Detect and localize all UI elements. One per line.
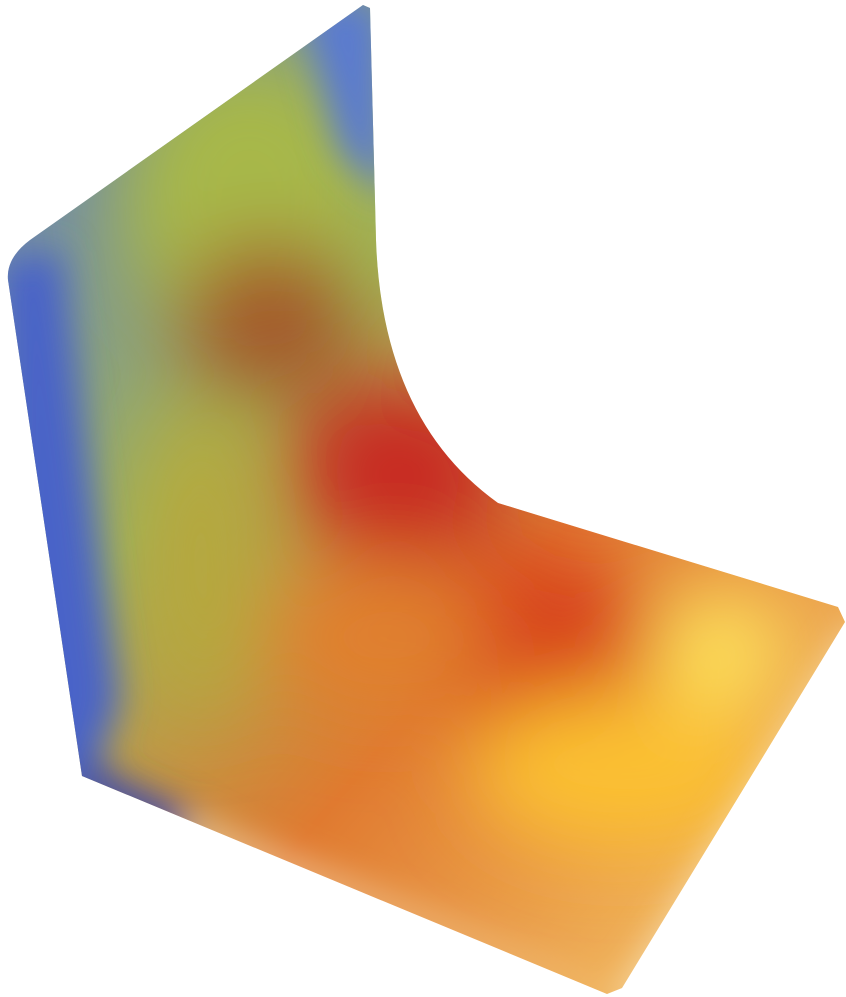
surface-render bbox=[7, 5, 846, 994]
surface bbox=[7, 5, 846, 994]
page bbox=[7, 5, 846, 994]
